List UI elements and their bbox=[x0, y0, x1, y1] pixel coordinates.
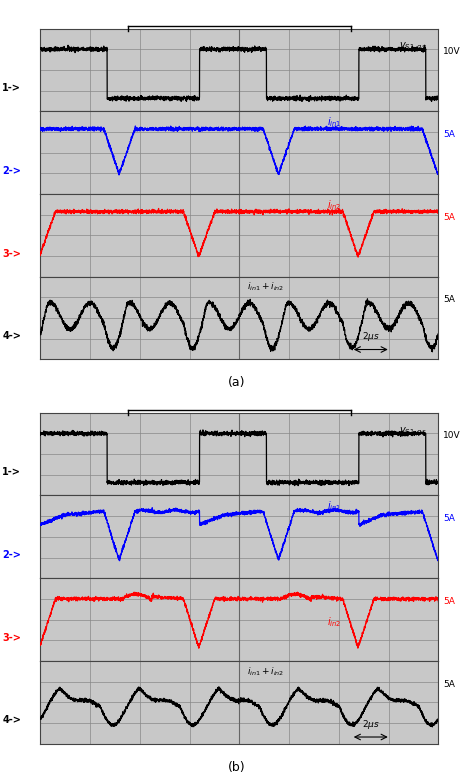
Text: 10V: 10V bbox=[443, 47, 461, 56]
Text: 5A: 5A bbox=[443, 213, 455, 222]
Text: $i_{in1}+i_{in2}$: $i_{in1}+i_{in2}$ bbox=[247, 281, 284, 294]
Text: 2->: 2-> bbox=[2, 550, 21, 560]
Text: (b): (b) bbox=[228, 761, 246, 773]
Text: 1->: 1-> bbox=[2, 83, 21, 94]
Text: 3->: 3-> bbox=[2, 249, 21, 259]
Text: 5A: 5A bbox=[443, 597, 455, 606]
Text: 4->: 4-> bbox=[2, 716, 21, 726]
Text: 1->: 1-> bbox=[2, 468, 21, 478]
Text: $2\mu s$: $2\mu s$ bbox=[362, 718, 380, 731]
Text: 5A: 5A bbox=[443, 514, 455, 523]
Text: 10V: 10V bbox=[443, 431, 461, 441]
Text: $i_{in1}+i_{in2}$: $i_{in1}+i_{in2}$ bbox=[247, 665, 284, 678]
Text: $i_{in2}$: $i_{in2}$ bbox=[327, 198, 341, 212]
Text: $v_{S1,gs}$: $v_{S1,gs}$ bbox=[399, 41, 427, 53]
Text: $2\mu s$: $2\mu s$ bbox=[362, 330, 380, 343]
Text: 3->: 3-> bbox=[2, 633, 21, 643]
Text: $i_{in1}$: $i_{in1}$ bbox=[327, 115, 341, 129]
Text: 4->: 4-> bbox=[2, 332, 21, 342]
Text: 5A: 5A bbox=[443, 295, 455, 305]
Text: 5A: 5A bbox=[443, 130, 455, 139]
Text: $i_{in1}$: $i_{in1}$ bbox=[327, 499, 341, 513]
Text: 5A: 5A bbox=[443, 679, 455, 689]
Text: $v_{S1,gs}$: $v_{S1,gs}$ bbox=[399, 425, 427, 438]
Text: $i_{in2}$: $i_{in2}$ bbox=[327, 615, 341, 629]
Text: (a): (a) bbox=[228, 376, 246, 390]
Text: 2->: 2-> bbox=[2, 166, 21, 176]
